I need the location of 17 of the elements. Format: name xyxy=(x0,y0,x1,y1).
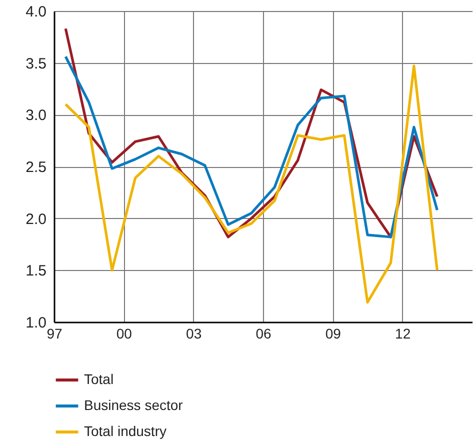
y-tick-label: 3.0 xyxy=(26,107,46,124)
y-tick-label: 2.5 xyxy=(26,159,46,176)
x-tick-label: 03 xyxy=(186,326,202,342)
y-tick-label: 2.0 xyxy=(26,210,46,228)
line-series xyxy=(64,64,438,304)
x-tick-label: 12 xyxy=(395,326,411,342)
y-tick-label: 1.0 xyxy=(26,314,46,332)
legend-label: Total industry xyxy=(84,423,166,439)
y-tick-label: 1.5 xyxy=(26,262,46,280)
x-tick-label: 06 xyxy=(256,326,272,342)
x-tick-label: 09 xyxy=(325,326,342,342)
legend-label: Business sector xyxy=(84,397,184,413)
legend-label: Total xyxy=(84,371,114,387)
x-tick-label: 97 xyxy=(46,326,62,342)
y-tick-label: 3.5 xyxy=(26,55,46,72)
y-tick-label: 4.0 xyxy=(26,4,46,20)
x-tick-label: 00 xyxy=(116,326,132,342)
